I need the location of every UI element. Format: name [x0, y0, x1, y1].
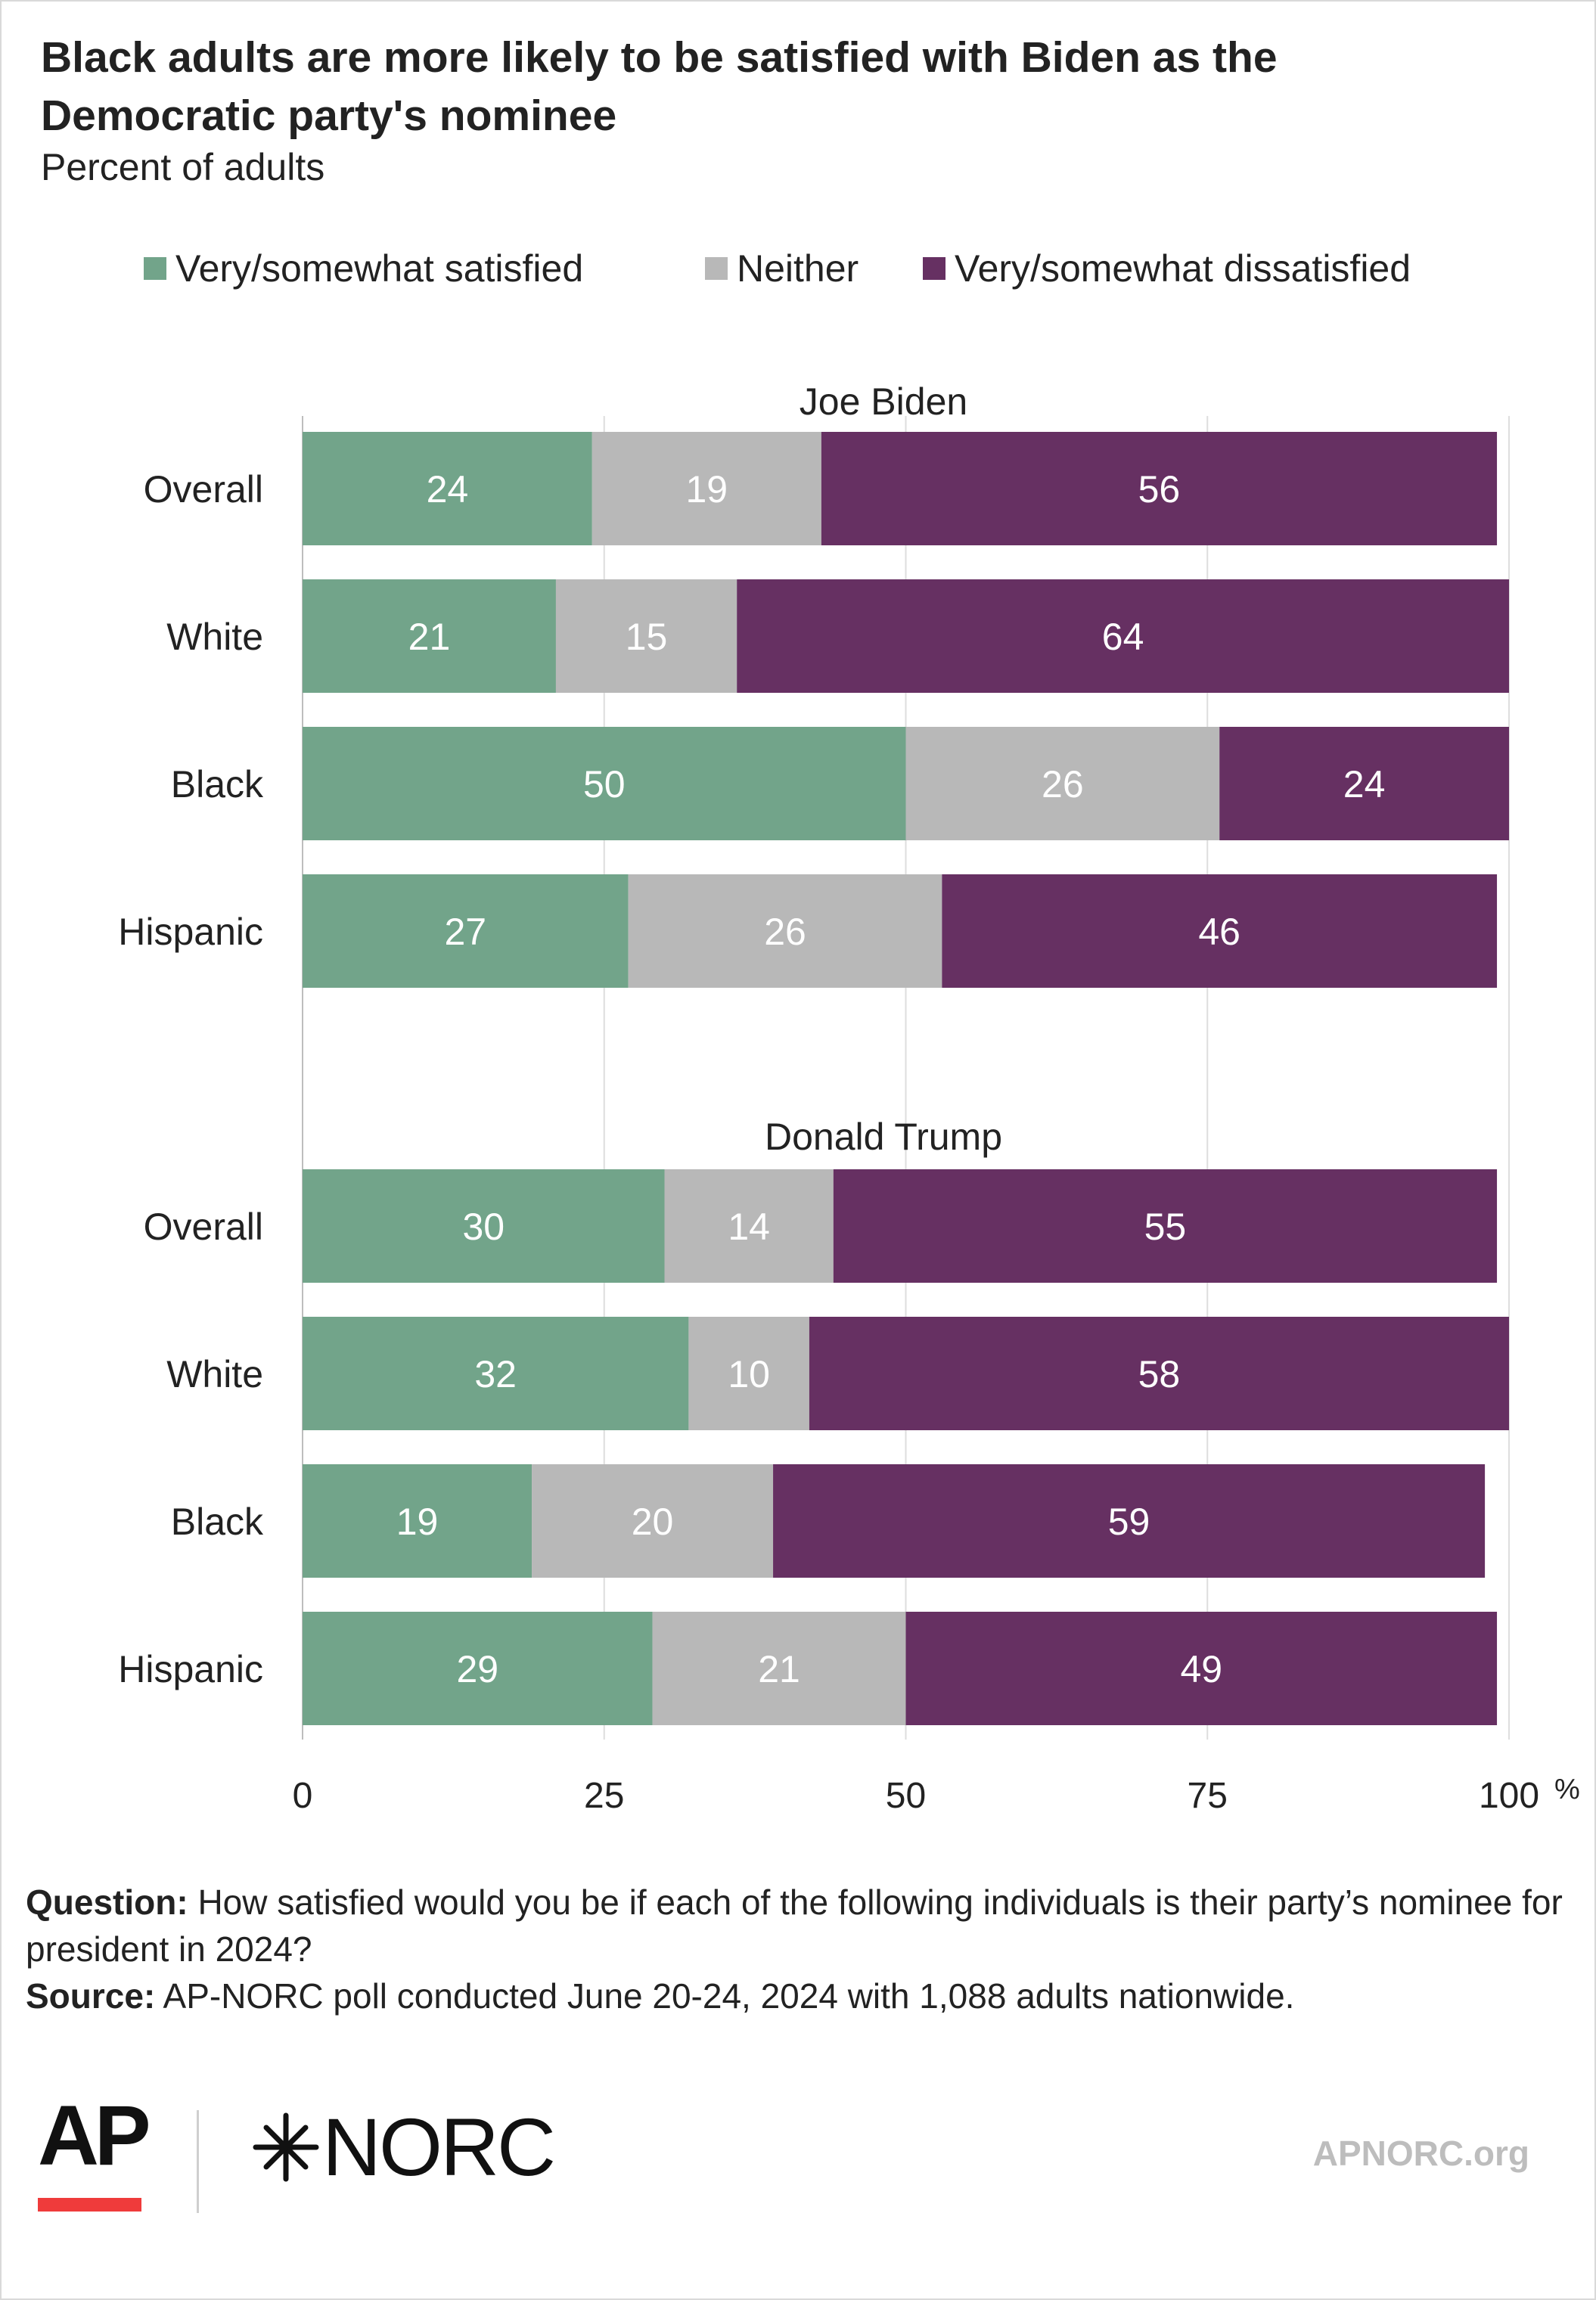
data-label-joe-biden-white-very-somewhat-dissatisfied: 64	[1102, 616, 1144, 658]
bar-joe-biden-white-very-somewhat-dissatisfied	[737, 579, 1509, 693]
bar-donald-trump-hispanic-neither	[652, 1612, 906, 1725]
norc-logo: NORC	[250, 2101, 556, 2193]
data-label-joe-biden-white-very-somewhat-satisfied: 21	[408, 616, 451, 658]
x-tick-label-25: 25	[584, 1776, 624, 1816]
ap-logo: AP	[38, 2088, 151, 2183]
category-label-joe-biden-white: White	[166, 616, 263, 658]
bar-joe-biden-white-very-somewhat-satisfied	[303, 579, 556, 693]
data-label-donald-trump-hispanic-very-somewhat-satisfied: 29	[456, 1648, 498, 1690]
data-label-donald-trump-hispanic-neither: 21	[758, 1648, 800, 1690]
data-label-joe-biden-black-neither: 26	[1042, 763, 1084, 805]
data-label-donald-trump-black-very-somewhat-satisfied: 19	[396, 1501, 439, 1543]
data-label-joe-biden-black-very-somewhat-dissatisfied: 24	[1343, 763, 1386, 805]
data-label-donald-trump-overall-very-somewhat-satisfied: 30	[462, 1206, 505, 1248]
category-label-donald-trump-black: Black	[171, 1501, 264, 1543]
data-label-joe-biden-black-very-somewhat-satisfied: 50	[583, 763, 626, 805]
bar-joe-biden-black-very-somewhat-satisfied	[303, 727, 906, 840]
bar-donald-trump-overall-very-somewhat-satisfied	[303, 1169, 665, 1283]
data-label-joe-biden-overall-very-somewhat-dissatisfied: 56	[1138, 468, 1181, 511]
norc-logo-text: NORC	[322, 2101, 556, 2193]
source-note: Source: AP-NORC poll conducted June 20-2…	[26, 1973, 1569, 2019]
x-tick-label-50: 50	[886, 1776, 926, 1816]
x-unit-label: %	[1554, 1774, 1580, 1805]
bar-joe-biden-hispanic-very-somewhat-dissatisfied	[942, 874, 1498, 988]
legend-item-satisfied: Very/somewhat satisfied	[144, 242, 583, 295]
data-label-donald-trump-overall-very-somewhat-dissatisfied: 55	[1144, 1206, 1187, 1248]
bar-donald-trump-white-very-somewhat-satisfied	[303, 1317, 689, 1430]
bar-donald-trump-black-very-somewhat-satisfied	[303, 1464, 533, 1578]
legend-label-neither: Neither	[737, 247, 859, 290]
bar-donald-trump-white-very-somewhat-dissatisfied	[809, 1317, 1509, 1430]
category-label-donald-trump-hispanic: Hispanic	[118, 1648, 263, 1690]
panel-title-donald-trump: Donald Trump	[765, 1116, 1002, 1158]
category-label-donald-trump-white: White	[166, 1353, 263, 1395]
logo-divider	[197, 2110, 199, 2213]
bar-joe-biden-overall-very-somewhat-dissatisfied	[821, 432, 1498, 545]
category-label-donald-trump-overall: Overall	[144, 1206, 263, 1248]
data-label-joe-biden-overall-very-somewhat-satisfied: 24	[427, 468, 469, 511]
bar-joe-biden-hispanic-neither	[628, 874, 942, 988]
bar-donald-trump-black-neither	[532, 1464, 774, 1578]
question-text: How satisfied would you be if each of th…	[26, 1883, 1563, 1969]
data-label-donald-trump-hispanic-very-somewhat-dissatisfied: 49	[1180, 1648, 1222, 1690]
data-label-joe-biden-hispanic-neither: 26	[764, 911, 806, 953]
bar-donald-trump-white-neither	[688, 1317, 809, 1430]
data-label-donald-trump-black-very-somewhat-dissatisfied: 59	[1108, 1501, 1150, 1543]
bar-joe-biden-black-very-somewhat-dissatisfied	[1219, 727, 1509, 840]
legend-label-satisfied: Very/somewhat satisfied	[175, 247, 584, 290]
bar-joe-biden-white-neither	[555, 579, 737, 693]
legend-label-dissatisfied: Very/somewhat dissatisfied	[955, 247, 1411, 290]
chart-title: Black adults are more likely to be satis…	[41, 33, 1278, 140]
bar-joe-biden-black-neither	[905, 727, 1220, 840]
stacked-bar-chart: 0 25 50 75 100 % Joe Biden Overall 24 19 56 White 21…	[118, 380, 1580, 1816]
bar-donald-trump-black-very-somewhat-dissatisfied	[773, 1464, 1486, 1578]
data-label-joe-biden-hispanic-very-somewhat-dissatisfied: 46	[1198, 911, 1240, 953]
bar-joe-biden-overall-very-somewhat-satisfied	[303, 432, 592, 545]
question-label: Question:	[26, 1883, 188, 1922]
legend-swatch-neither	[705, 257, 728, 280]
bar-joe-biden-overall-neither	[592, 432, 821, 545]
data-label-joe-biden-white-neither: 15	[626, 616, 668, 658]
x-tick-label-100: 100	[1479, 1776, 1539, 1816]
x-tick-label-75: 75	[1188, 1776, 1228, 1816]
panel-title-joe-biden: Joe Biden	[800, 380, 967, 423]
data-label-donald-trump-overall-neither: 14	[728, 1206, 770, 1248]
question-note: Question: How satisfied would you be if …	[26, 1879, 1569, 1973]
data-label-donald-trump-black-neither: 20	[632, 1501, 674, 1543]
norc-star-icon	[253, 2112, 319, 2182]
data-label-donald-trump-white-very-somewhat-satisfied: 32	[474, 1353, 517, 1395]
ap-logo-underline	[38, 2198, 141, 2212]
source-label: Source:	[26, 1976, 156, 2016]
data-label-joe-biden-hispanic-very-somewhat-satisfied: 27	[445, 911, 487, 953]
legend-item-dissatisfied: Very/somewhat dissatisfied	[923, 242, 1411, 295]
bar-donald-trump-hispanic-very-somewhat-dissatisfied	[905, 1612, 1498, 1725]
source-text: AP-NORC poll conducted June 20-24, 2024 …	[163, 1976, 1295, 2016]
bar-donald-trump-overall-neither	[664, 1169, 834, 1283]
legend-swatch-satisfied	[144, 257, 166, 280]
data-label-donald-trump-white-very-somewhat-dissatisfied: 58	[1138, 1353, 1181, 1395]
bar-donald-trump-overall-very-somewhat-dissatisfied	[833, 1169, 1498, 1283]
legend-swatch-dissatisfied	[923, 257, 945, 280]
legend: Very/somewhat satisfied Neither Very/som…	[0, 242, 1596, 295]
data-label-joe-biden-overall-neither: 19	[686, 468, 728, 511]
chart-subtitle: Percent of adults	[41, 146, 325, 188]
category-label-joe-biden-overall: Overall	[144, 468, 263, 511]
bar-joe-biden-hispanic-very-somewhat-satisfied	[303, 874, 629, 988]
legend-item-neither: Neither	[705, 242, 859, 295]
data-label-donald-trump-white-neither: 10	[728, 1353, 770, 1395]
x-tick-label-0: 0	[293, 1776, 313, 1816]
category-label-joe-biden-hispanic: Hispanic	[118, 911, 263, 953]
category-label-joe-biden-black: Black	[171, 763, 264, 805]
bar-donald-trump-hispanic-very-somewhat-satisfied	[303, 1612, 653, 1725]
website-link[interactable]: APNORC.org	[1312, 2134, 1529, 2173]
